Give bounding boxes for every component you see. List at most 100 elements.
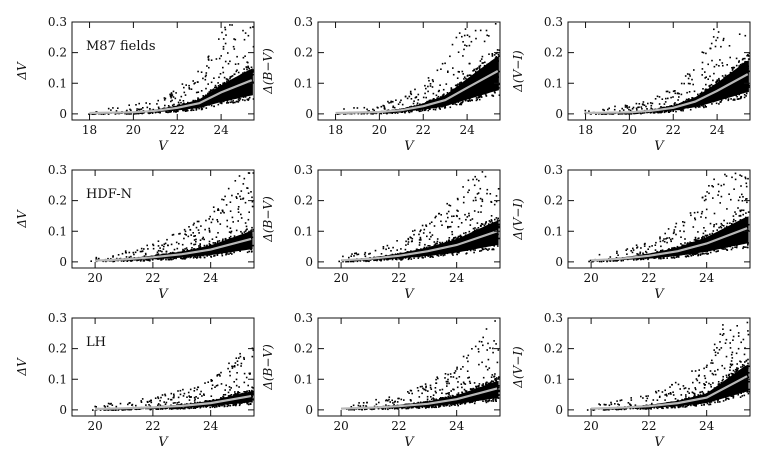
data-point xyxy=(247,66,250,69)
data-point xyxy=(483,40,486,43)
data-point xyxy=(456,253,458,256)
data-point xyxy=(709,47,712,50)
data-point xyxy=(473,68,476,71)
data-point xyxy=(673,246,676,249)
data-point xyxy=(685,98,688,101)
data-point xyxy=(246,61,248,63)
data-point xyxy=(408,95,411,98)
data-point xyxy=(193,82,195,85)
data-point xyxy=(474,196,477,199)
data-point xyxy=(707,63,709,66)
data-point xyxy=(207,55,210,58)
data-point xyxy=(239,403,241,405)
data-point xyxy=(459,102,462,105)
data-point xyxy=(213,210,216,213)
data-point xyxy=(739,174,741,176)
data-point xyxy=(455,36,458,39)
data-point xyxy=(724,75,727,77)
data-point xyxy=(390,100,392,103)
data-point xyxy=(126,109,128,112)
data-point xyxy=(639,112,642,115)
data-point xyxy=(409,92,412,94)
data-point xyxy=(678,96,680,98)
data-point xyxy=(469,219,472,221)
data-point xyxy=(720,45,722,48)
data-point xyxy=(372,108,374,111)
data-point xyxy=(456,197,459,200)
x-tick-label: 22 xyxy=(416,123,431,137)
data-point xyxy=(704,106,707,108)
data-point xyxy=(452,238,454,241)
data-point xyxy=(235,100,238,103)
data-point xyxy=(447,210,450,213)
data-point xyxy=(703,227,705,229)
data-point xyxy=(742,246,745,248)
data-point xyxy=(419,230,421,233)
data-point xyxy=(419,103,421,105)
data-point xyxy=(625,249,627,251)
data-point xyxy=(639,252,641,255)
data-point xyxy=(428,238,431,240)
data-point xyxy=(642,101,645,103)
data-point xyxy=(694,218,697,221)
data-point xyxy=(225,34,227,36)
data-point xyxy=(651,245,653,247)
data-point xyxy=(494,23,497,25)
data-point xyxy=(425,225,428,227)
data-point xyxy=(470,40,473,43)
data-point xyxy=(705,52,707,55)
data-point xyxy=(480,205,483,207)
data-point xyxy=(672,232,675,235)
data-point xyxy=(664,232,666,235)
data-point xyxy=(218,57,221,60)
data-point xyxy=(382,247,385,250)
data-point xyxy=(103,409,105,411)
data-point xyxy=(238,392,241,394)
data-point xyxy=(747,58,750,60)
data-point xyxy=(486,34,488,37)
data-point xyxy=(671,247,674,249)
data-point xyxy=(731,247,734,249)
data-point xyxy=(704,77,706,79)
data-point xyxy=(191,247,193,249)
data-point xyxy=(156,253,158,256)
data-point xyxy=(741,200,744,202)
data-point xyxy=(691,97,693,99)
data-point xyxy=(247,403,250,406)
data-point xyxy=(465,77,467,80)
data-point xyxy=(725,175,728,177)
data-point xyxy=(741,58,744,61)
data-point xyxy=(161,244,163,247)
data-point xyxy=(660,106,662,108)
data-point xyxy=(447,226,449,229)
data-point xyxy=(498,70,501,73)
trend-curve xyxy=(341,230,498,262)
data-point xyxy=(674,92,677,95)
data-point xyxy=(157,111,160,114)
data-point xyxy=(686,254,689,257)
data-point xyxy=(149,408,151,411)
data-point xyxy=(124,251,127,254)
data-point xyxy=(614,260,617,262)
data-point xyxy=(605,113,607,115)
data-point xyxy=(146,106,149,109)
data-point xyxy=(458,217,461,220)
data-point xyxy=(237,220,239,222)
data-point xyxy=(233,38,235,40)
data-point xyxy=(487,249,489,251)
data-point xyxy=(218,240,221,242)
data-point xyxy=(435,215,437,218)
data-point xyxy=(235,378,238,381)
data-point xyxy=(496,49,499,51)
data-point xyxy=(454,103,456,105)
data-point xyxy=(380,253,383,255)
data-point xyxy=(235,196,238,198)
data-point xyxy=(463,232,465,235)
data-point xyxy=(222,238,224,241)
data-point xyxy=(177,407,180,409)
data-point xyxy=(95,256,98,259)
data-point xyxy=(148,404,150,406)
data-point xyxy=(173,103,175,106)
data-point xyxy=(248,172,251,174)
data-point xyxy=(677,255,679,258)
